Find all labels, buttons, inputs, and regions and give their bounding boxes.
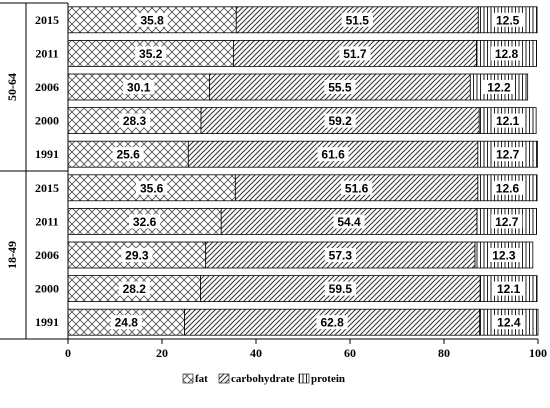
value-label-bg-protein-2 — [483, 80, 515, 94]
value-label-fat-7: 29.3 — [125, 249, 149, 263]
value-label-bg-protein-8 — [493, 281, 525, 296]
x-tick-label-4: 80 — [438, 346, 450, 360]
value-label-bg-fat-9 — [110, 315, 142, 330]
value-label-bg-protein-6 — [491, 214, 523, 229]
bars-layer — [67, 6, 539, 336]
value-label-bg-fat-4 — [112, 147, 144, 162]
value-label-carbohydrate-0: 51.5 — [346, 13, 370, 27]
x-tick-label-5: 100 — [529, 346, 547, 360]
legend-swatch-fat — [182, 373, 194, 384]
legend-item-fat: fat — [182, 373, 208, 385]
value-label-bg-carbohydrate-7 — [324, 248, 356, 262]
year-label-8: 2000 — [35, 282, 59, 296]
value-label-bg-carbohydrate-0 — [341, 12, 373, 27]
value-label-protein-2: 12.2 — [487, 81, 511, 95]
value-label-bg-fat-5 — [136, 180, 168, 195]
value-label-bg-protein-0 — [492, 12, 524, 27]
value-labels-layer: 35.8 51.5 12.5 35.2 51.7 12.8 30.1 55.5 12.2 28.3… — [110, 12, 525, 330]
bar-fat-7 — [67, 241, 207, 269]
year-label-9: 1991 — [35, 315, 59, 329]
x-tick-label-2: 40 — [250, 346, 262, 360]
bar-carbohydrate-4 — [187, 140, 479, 168]
value-label-protein-6: 12.7 — [495, 215, 519, 229]
value-label-protein-8: 12.1 — [497, 282, 521, 296]
legend-swatch-carbohydrate — [218, 373, 230, 384]
legend-item-carbohydrate: carbohydrate — [218, 373, 295, 385]
value-label-fat-5: 35.6 — [140, 181, 164, 195]
year-label-0: 2015 — [35, 13, 59, 27]
value-label-bg-carbohydrate-6 — [333, 214, 365, 229]
value-label-bg-fat-3 — [118, 113, 151, 128]
value-label-carbohydrate-1: 51.7 — [343, 47, 367, 61]
value-label-carbohydrate-6: 54.4 — [337, 215, 361, 229]
value-label-bg-fat-8 — [118, 281, 150, 296]
value-label-bg-protein-1 — [490, 46, 523, 61]
value-label-bg-carbohydrate-5 — [340, 180, 373, 195]
value-label-carbohydrate-7: 57.3 — [329, 249, 353, 263]
legend: fat carbohydrate protein — [182, 373, 345, 385]
group-label-1: 18-49 — [5, 241, 19, 269]
value-label-bg-protein-5 — [491, 180, 524, 195]
value-label-protein-0: 12.5 — [496, 13, 520, 27]
x-axis: 0 20 40 60 80 100 — [65, 339, 547, 360]
y-axis-labels: 2015 2011 2006 2000 1991 50-64 2015 2011 2006 200… — [5, 13, 59, 329]
year-label-2: 2006 — [35, 80, 59, 94]
legend-swatch-protein — [298, 373, 310, 384]
year-label-1: 2011 — [35, 46, 58, 60]
legend-item-protein: protein — [298, 373, 345, 385]
bar-protein-4 — [477, 140, 538, 168]
x-tick-label-0: 0 — [65, 346, 71, 360]
value-label-carbohydrate-3: 59.2 — [328, 114, 352, 128]
value-label-protein-9: 12.4 — [497, 316, 521, 330]
value-label-fat-3: 28.3 — [123, 114, 147, 128]
group-label-0: 50-64 — [5, 73, 19, 101]
value-label-bg-carbohydrate-4 — [317, 147, 349, 162]
value-label-bg-protein-9 — [493, 315, 525, 330]
value-label-fat-6: 32.6 — [133, 215, 157, 229]
value-label-fat-0: 35.8 — [140, 13, 164, 27]
value-label-fat-1: 35.2 — [139, 47, 163, 61]
value-label-bg-carbohydrate-8 — [324, 281, 356, 296]
value-label-fat-9: 24.8 — [115, 316, 139, 330]
value-label-bg-fat-7 — [121, 248, 153, 262]
value-label-bg-carbohydrate-1 — [339, 46, 371, 61]
value-label-bg-protein-3 — [492, 113, 524, 128]
value-label-protein-7: 12.3 — [492, 249, 516, 263]
value-label-bg-carbohydrate-3 — [324, 113, 356, 128]
x-tick-label-3: 60 — [344, 346, 356, 360]
value-label-protein-1: 12.8 — [495, 47, 519, 61]
value-label-protein-3: 12.1 — [496, 114, 520, 128]
value-label-carbohydrate-9: 62.8 — [320, 316, 344, 330]
value-label-carbohydrate-2: 55.5 — [328, 81, 352, 95]
value-label-fat-8: 28.2 — [123, 282, 147, 296]
legend-label-protein: protein — [311, 373, 345, 385]
bar-carbohydrate-2 — [209, 73, 471, 101]
value-label-bg-carbohydrate-9 — [316, 315, 348, 330]
year-label-7: 2006 — [35, 248, 59, 262]
plot-frame — [0, 2, 538, 340]
value-label-bg-protein-7 — [488, 248, 520, 262]
value-label-fat-4: 25.6 — [116, 148, 140, 162]
legend-label-carbohydrate: carbohydrate — [231, 373, 295, 385]
value-label-carbohydrate-8: 59.5 — [329, 282, 353, 296]
year-label-5: 2015 — [35, 181, 59, 195]
value-label-bg-fat-2 — [123, 80, 155, 94]
value-label-fat-2: 30.1 — [127, 81, 151, 95]
value-label-bg-fat-6 — [129, 214, 161, 229]
value-label-bg-protein-4 — [492, 147, 524, 162]
value-label-protein-4: 12.7 — [496, 148, 520, 162]
year-label-3: 2000 — [35, 114, 59, 128]
value-label-carbohydrate-4: 61.6 — [321, 148, 345, 162]
value-label-bg-fat-0 — [136, 12, 168, 27]
legend-label-fat: fat — [195, 373, 208, 385]
year-label-4: 1991 — [35, 147, 59, 161]
x-tick-label-1: 20 — [156, 346, 168, 360]
value-label-carbohydrate-5: 51.6 — [345, 181, 369, 195]
value-label-bg-carbohydrate-2 — [324, 80, 356, 94]
value-label-protein-5: 12.6 — [496, 181, 520, 195]
value-label-bg-fat-1 — [135, 46, 167, 61]
year-label-6: 2011 — [35, 214, 58, 228]
